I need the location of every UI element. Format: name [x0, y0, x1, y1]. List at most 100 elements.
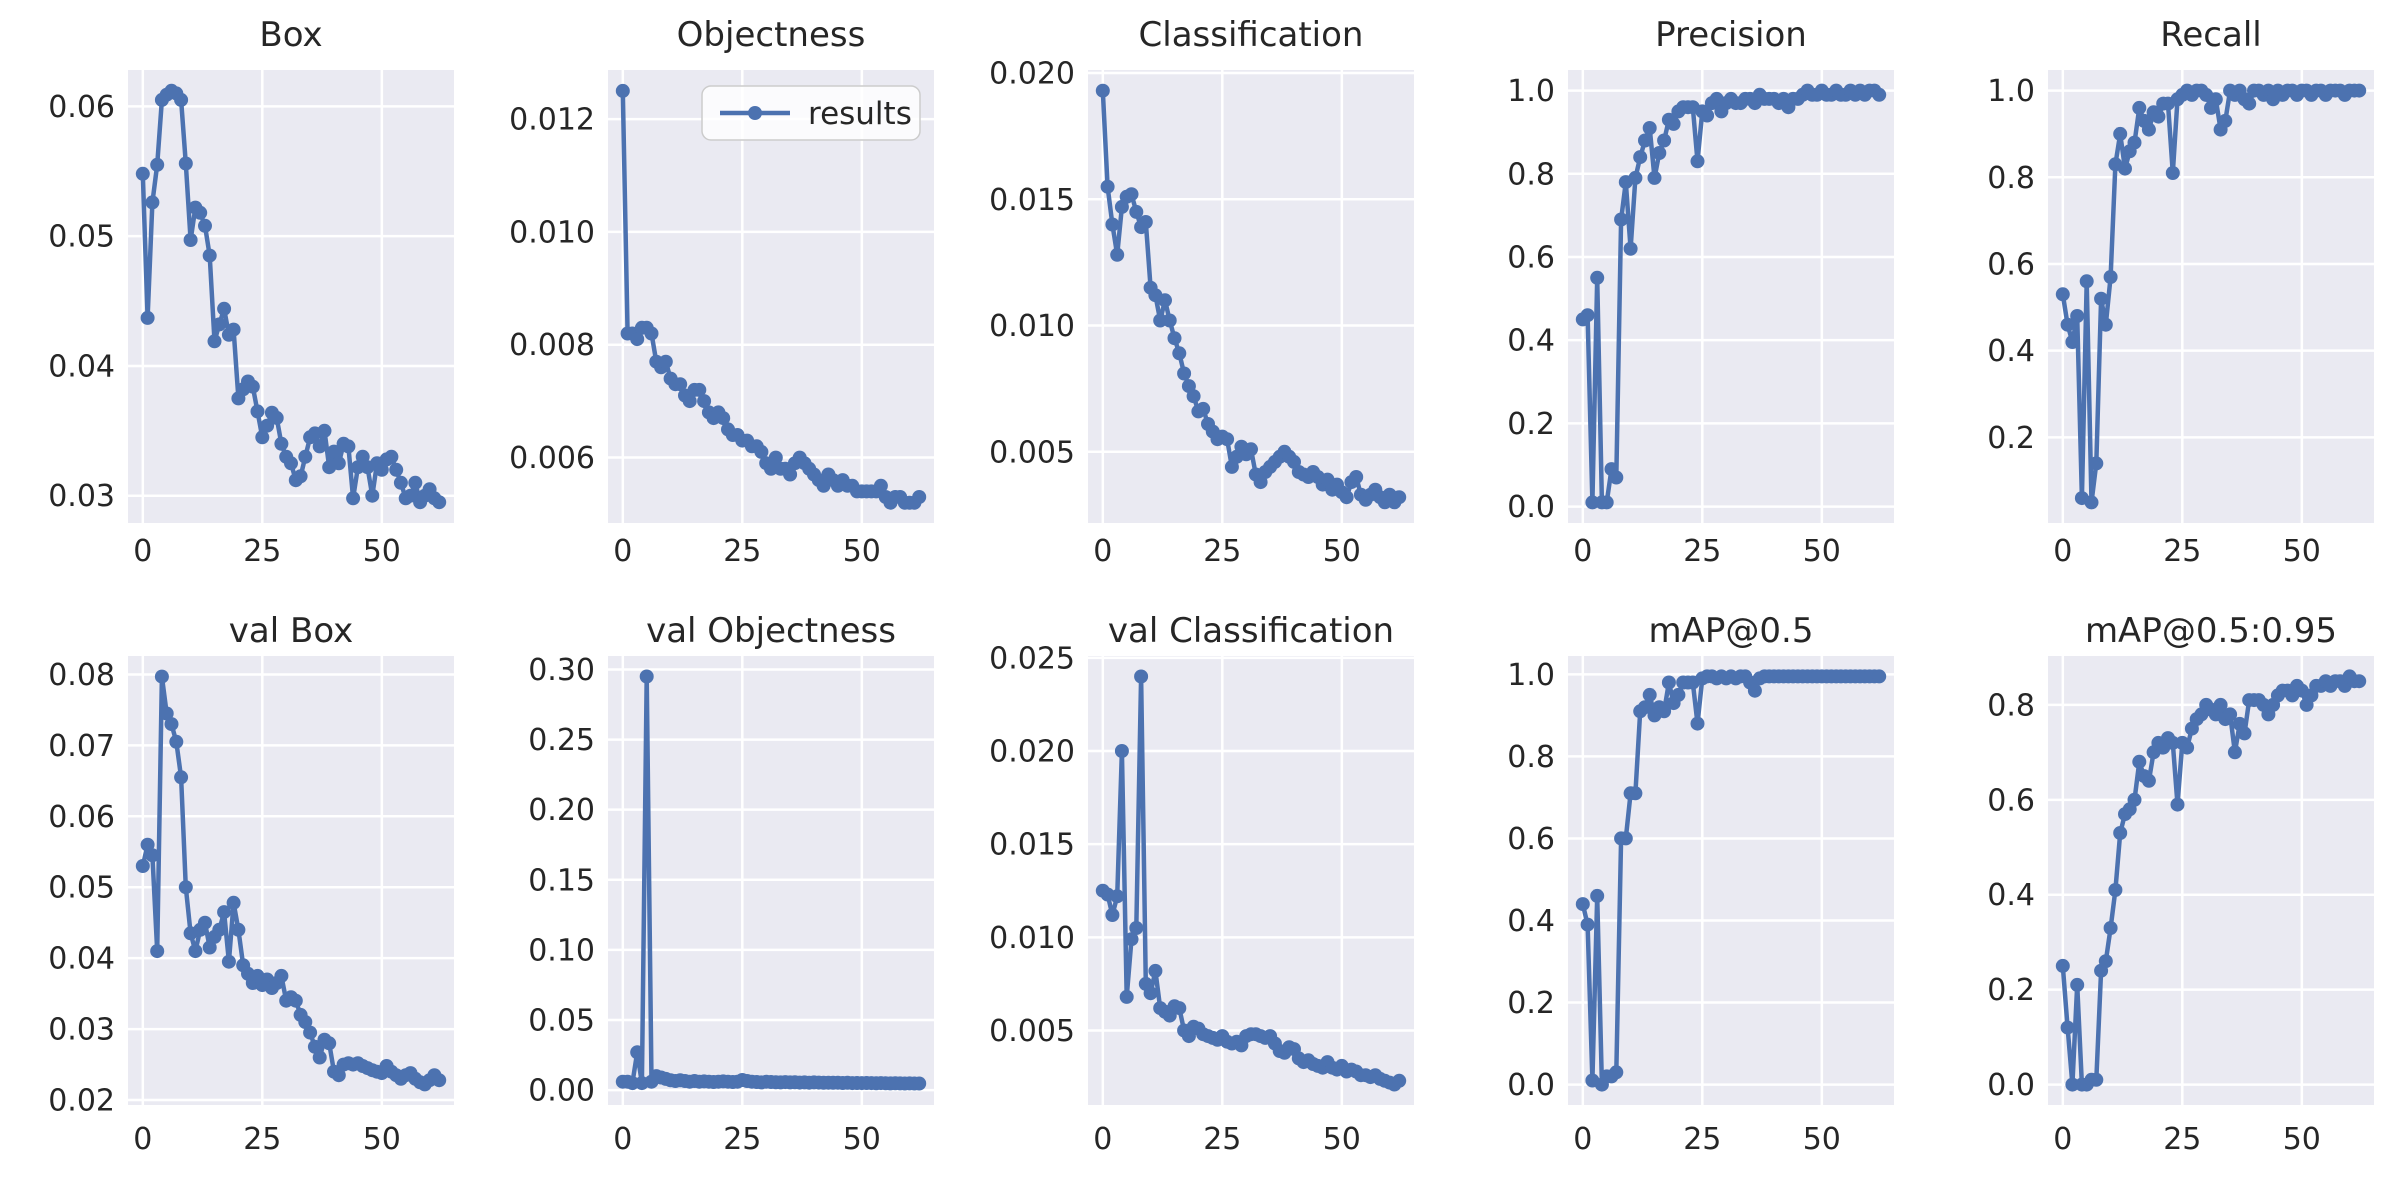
y-tick-label: 0.05 [528, 1004, 595, 1039]
data-point [198, 218, 212, 233]
data-point [293, 469, 308, 484]
data-point [331, 1068, 346, 1083]
data-point [1392, 1073, 1407, 1088]
data-point [1642, 121, 1657, 135]
data-point [2213, 697, 2228, 712]
data-point [2055, 958, 2070, 973]
data-point [274, 436, 289, 451]
data-point [2180, 740, 2195, 755]
data-point [1196, 401, 1211, 416]
legend-marker-sample [748, 106, 762, 120]
subplot-title-precision: Precision [1655, 15, 1807, 55]
y-tick-label: 0.0 [1987, 1068, 2035, 1103]
y-tick-label: 0.00 [528, 1074, 595, 1109]
data-point [1690, 716, 1705, 731]
data-point [2127, 792, 2142, 807]
data-point [2352, 674, 2367, 689]
data-point [2218, 113, 2233, 128]
data-point [2089, 456, 2104, 471]
data-point [2151, 109, 2166, 124]
data-point [1105, 908, 1120, 922]
data-point [1633, 150, 1648, 165]
data-point [873, 478, 888, 493]
subplot-recall: 0.2 0.4 0.6 0.8 1.0 0 25 50 Recall [1920, 0, 2400, 600]
data-point [135, 166, 150, 181]
data-point [169, 734, 184, 749]
y-tick-label: 0.8 [1507, 740, 1555, 775]
data-point [1642, 687, 1657, 702]
y-tick-label: 0.2 [1507, 407, 1555, 442]
data-point [2352, 83, 2367, 98]
y-tick-label: 0.2 [1987, 421, 2035, 456]
data-point [1614, 212, 1629, 227]
data-point [374, 462, 389, 477]
data-point [2113, 126, 2128, 141]
data-point [912, 490, 927, 504]
series-markers-precision [1575, 83, 1887, 510]
data-point [2060, 1020, 2075, 1035]
data-point [1666, 116, 1681, 131]
data-point [1134, 669, 1149, 684]
subplot-title-objectness: Objectness [677, 15, 866, 55]
series-markers-val-classification [1095, 669, 1407, 1092]
data-point [2237, 726, 2252, 741]
data-point [1110, 889, 1125, 904]
y-tick-label: 0.8 [1507, 157, 1555, 192]
subplot-canvas-map-0-5-0-95: 0.0 0.2 0.4 0.6 0.8 0 25 50 mAP@0.5:0.95 [1987, 611, 2374, 1157]
y-tick-label: 0.010 [509, 215, 595, 250]
data-point [298, 1015, 313, 1029]
data-point [1119, 989, 1134, 1004]
series-markers-classification [1095, 83, 1407, 510]
data-point [1110, 247, 1125, 262]
data-point [2065, 335, 2080, 349]
data-point [384, 449, 399, 464]
data-point [1095, 83, 1110, 98]
data-point [1628, 786, 1643, 801]
data-point [1105, 217, 1120, 232]
data-point [2165, 166, 2180, 180]
subplot-objectness: 0.006 0.008 0.010 0.012 0 25 50 Objectness resul… [480, 0, 960, 600]
x-tick-label: 0 [1093, 1122, 1112, 1157]
x-tick-label: 0 [1093, 534, 1112, 569]
legend-label: results [808, 96, 912, 132]
y-tick-label: 0.0 [1507, 1068, 1555, 1103]
data-point [1623, 241, 1638, 256]
y-tick-label: 0.015 [989, 183, 1075, 218]
data-point [164, 717, 179, 732]
data-point [212, 922, 227, 937]
data-point [183, 233, 198, 247]
data-point [2108, 883, 2123, 897]
data-point [327, 444, 341, 459]
subplot-title-map-0-5-0-95: mAP@0.5:0.95 [2085, 611, 2337, 651]
y-tick-label: 0.05 [48, 871, 115, 906]
data-point [764, 461, 778, 476]
data-point [331, 456, 346, 471]
data-point [1100, 179, 1115, 194]
subplot-title-val-classification: val Classification [1108, 611, 1394, 651]
data-point [2070, 977, 2085, 992]
y-tick-label: 0.30 [528, 653, 595, 688]
data-point [432, 1073, 447, 1088]
subplot-canvas-objectness: 0.006 0.008 0.010 0.012 0 25 50 Objectness resul… [509, 15, 934, 569]
data-point [226, 895, 241, 910]
y-tick-label: 0.4 [1987, 334, 2035, 369]
subplot-precision: 0.0 0.2 0.4 0.6 0.8 1.0 0 25 50 Precision [1440, 0, 1920, 600]
data-point [2118, 161, 2132, 176]
x-tick-label: 25 [2163, 534, 2201, 569]
y-tick-label: 0.005 [989, 1014, 1075, 1049]
data-point [250, 404, 265, 419]
data-point [1220, 432, 1235, 447]
data-point [1590, 270, 1605, 285]
axes-background [2048, 656, 2374, 1105]
data-point [1580, 917, 1595, 932]
data-point [1167, 331, 1182, 346]
y-tick-label: 0.07 [48, 729, 115, 764]
y-tick-label: 0.020 [989, 57, 1075, 92]
data-point [2103, 270, 2118, 284]
data-point [2242, 96, 2257, 111]
data-point [1138, 215, 1153, 229]
y-tick-label: 0.010 [989, 921, 1075, 956]
subplot-canvas-map-0-5: 0.0 0.2 0.4 0.6 0.8 1.0 0 25 50 mAP@0.5 [1507, 611, 1894, 1157]
x-tick-label: 50 [2283, 534, 2321, 569]
data-point [2084, 495, 2099, 510]
